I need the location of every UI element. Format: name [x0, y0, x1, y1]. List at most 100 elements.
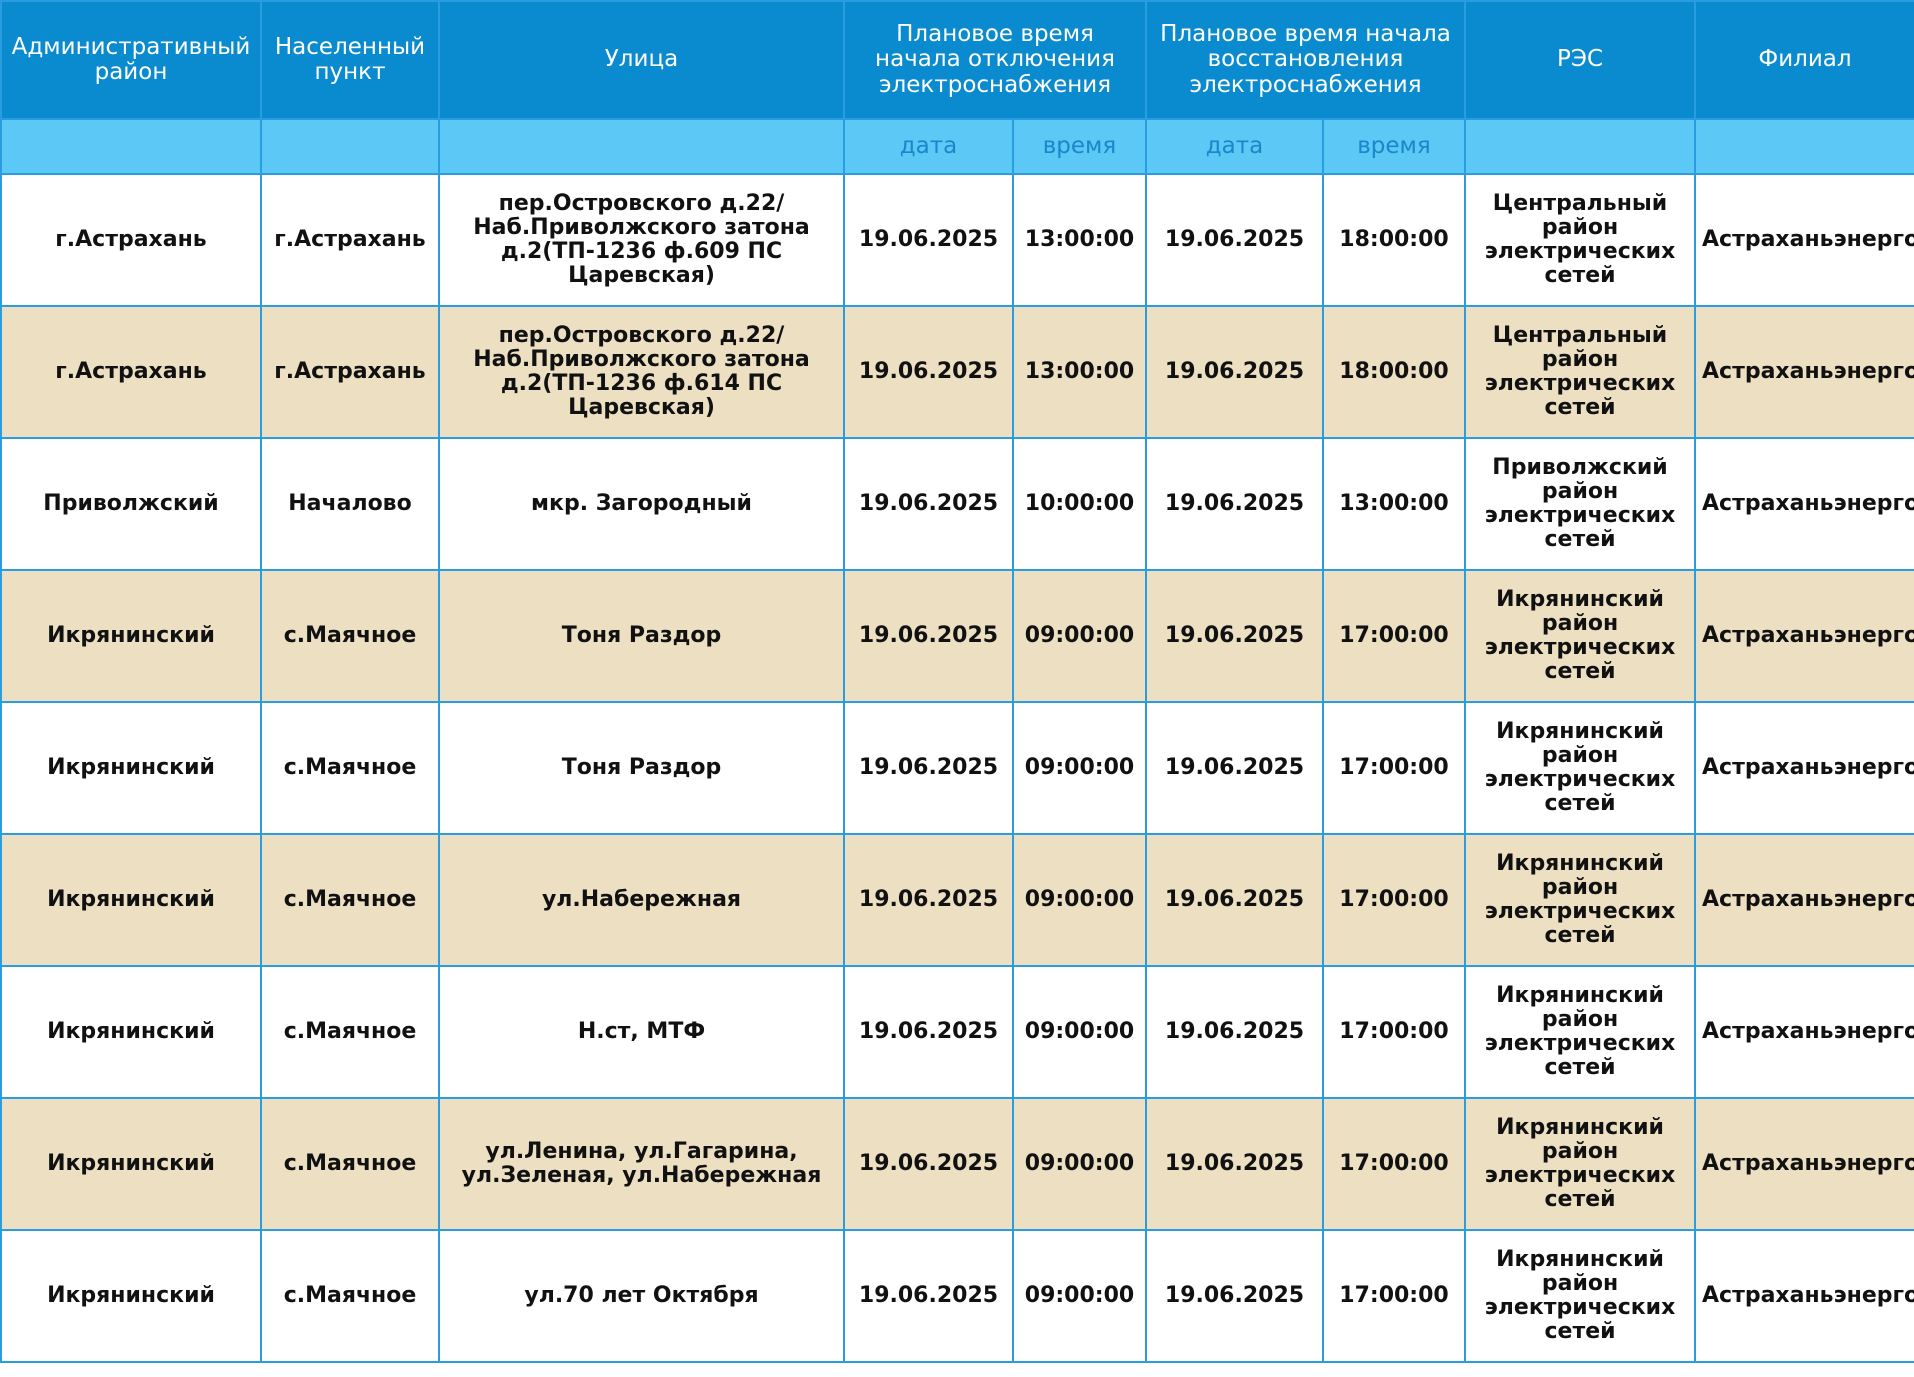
table-cell: 09:00:00	[1012, 569, 1147, 703]
table-cell: 17:00:00	[1321, 965, 1467, 1099]
table-cell: пер.Островского д.22/ Наб.Приволжского з…	[438, 173, 845, 307]
subheader-cell	[260, 118, 440, 175]
table-cell: 19.06.2025	[1145, 1229, 1324, 1363]
table-cell: г.Астрахань	[260, 305, 440, 439]
table-cell: 09:00:00	[1012, 1229, 1147, 1363]
table-cell: 19.06.2025	[843, 965, 1014, 1099]
subheader-cell	[438, 118, 845, 175]
table-cell: Н.ст, МТФ	[438, 965, 845, 1099]
table-cell: 19.06.2025	[1145, 1097, 1324, 1231]
table-cell: 19.06.2025	[843, 1097, 1014, 1231]
table-cell: Икрянинский район электрических сетей	[1464, 1097, 1697, 1231]
table-cell: с.Маячное	[260, 569, 440, 703]
table-cell: 09:00:00	[1012, 1097, 1147, 1231]
header-row: Административный район Населенный пункт …	[0, 0, 1914, 120]
table-cell: Тоня Раздор	[438, 569, 845, 703]
table-row: Икрянинский с.Маячное Тоня Раздор 19.06.202…	[0, 569, 1914, 703]
table-cell: Астраханьэнерго	[1694, 1097, 1914, 1231]
subheader-cell: время	[1321, 118, 1467, 175]
table-cell: Икрянинский район электрических сетей	[1464, 1229, 1697, 1363]
subheader-cell: дата	[1145, 118, 1324, 175]
table-cell: ул.70 лет Октября	[438, 1229, 845, 1363]
table-cell: Астраханьэнерго	[1694, 305, 1914, 439]
table-cell: 19.06.2025	[843, 701, 1014, 835]
table-cell: 19.06.2025	[843, 305, 1014, 439]
table-cell: пер.Островского д.22/ Наб.Приволжского з…	[438, 305, 845, 439]
table-cell: 19.06.2025	[1145, 437, 1324, 571]
table-cell: 18:00:00	[1321, 173, 1467, 307]
table-row: Икрянинский с.Маячное Тоня Раздор 19.06.202…	[0, 701, 1914, 835]
table-cell: Икрянинский	[0, 965, 262, 1099]
table-cell: г.Астрахань	[0, 305, 262, 439]
table-cell: с.Маячное	[260, 1229, 440, 1363]
table-cell: Астраханьэнерго	[1694, 965, 1914, 1099]
table-cell: Астраханьэнерго	[1694, 569, 1914, 703]
header-cell: Плановое время начала отключения электро…	[843, 0, 1147, 120]
table-cell: Икрянинский район электрических сетей	[1464, 701, 1697, 835]
table-cell: с.Маячное	[260, 965, 440, 1099]
table-cell: 17:00:00	[1321, 833, 1467, 967]
table-cell: 17:00:00	[1321, 1097, 1467, 1231]
table-cell: 19.06.2025	[1145, 833, 1324, 967]
header-cell: Плановое время начала восстановления эле…	[1144, 0, 1467, 120]
table-cell: 19.06.2025	[843, 1229, 1014, 1363]
table-cell: 19.06.2025	[1145, 173, 1324, 307]
table-cell: Астраханьэнерго	[1694, 833, 1914, 967]
subheader-cell	[1694, 118, 1914, 175]
table-row: г.Астрахань г.Астрахань пер.Островского д.…	[0, 305, 1914, 439]
subheader-cell	[1464, 118, 1697, 175]
table-cell: с.Маячное	[260, 701, 440, 835]
table-cell: 19.06.2025	[843, 173, 1014, 307]
table-cell: Икрянинский	[0, 1229, 262, 1363]
table-cell: с.Маячное	[260, 1097, 440, 1231]
table-cell: 19.06.2025	[1145, 305, 1324, 439]
table-cell: Астраханьэнерго	[1694, 701, 1914, 835]
subheader-cell: время	[1012, 118, 1147, 175]
table-cell: 18:00:00	[1321, 305, 1467, 439]
table-cell: Астраханьэнерго	[1694, 437, 1914, 571]
table-cell: Центральный район электрических сетей	[1464, 173, 1697, 307]
table-row: Икрянинский с.Маячное Н.ст, МТФ 19.06.2025 0…	[0, 965, 1914, 1099]
table-cell: 19.06.2025	[843, 437, 1014, 571]
table-cell: 13:00:00	[1012, 305, 1147, 439]
table-cell: Икрянинский район электрических сетей	[1464, 569, 1697, 703]
table-cell: 10:00:00	[1012, 437, 1147, 571]
table-body: г.Астрахань г.Астрахань пер.Островского д.…	[0, 173, 1914, 1363]
table-cell: 19.06.2025	[1145, 569, 1324, 703]
table-cell: 19.06.2025	[1145, 965, 1324, 1099]
table-cell: 19.06.2025	[843, 833, 1014, 967]
table-cell: г.Астрахань	[260, 173, 440, 307]
table-row: Икрянинский с.Маячное ул.Набережная 19.06.2…	[0, 833, 1914, 967]
table-cell: 09:00:00	[1012, 965, 1147, 1099]
table-row: Икрянинский с.Маячное ул.70 лет Октября 19.…	[0, 1229, 1914, 1363]
header-cell: РЭС	[1464, 0, 1697, 120]
table-cell: Тоня Раздор	[438, 701, 845, 835]
table-cell: ул.Ленина, ул.Гагарина, ул.Зеленая, ул.Н…	[438, 1097, 845, 1231]
header-cell: Административный район	[0, 0, 262, 120]
table-cell: Астраханьэнерго	[1694, 173, 1914, 307]
table-cell: Икрянинский	[0, 701, 262, 835]
subheader-cell: дата	[843, 118, 1014, 175]
table-cell: Икрянинский район электрических сетей	[1464, 965, 1697, 1099]
table-cell: Икрянинский район электрических сетей	[1464, 833, 1697, 967]
table-cell: Приволжский	[0, 437, 262, 571]
table-cell: Приволжский район электрических сетей	[1464, 437, 1697, 571]
table-cell: Центральный район электрических сетей	[1464, 305, 1697, 439]
subheader-row: дата время дата время	[0, 118, 1914, 175]
table-cell: Икрянинский	[0, 569, 262, 703]
table-cell: 19.06.2025	[1145, 701, 1324, 835]
table-cell: 13:00:00	[1012, 173, 1147, 307]
table-cell: 17:00:00	[1321, 701, 1467, 835]
table-row: г.Астрахань г.Астрахань пер.Островского д.…	[0, 173, 1914, 307]
header-cell: Улица	[438, 0, 845, 120]
table-row: Икрянинский с.Маячное ул.Ленина, ул.Гагари…	[0, 1097, 1914, 1231]
table-row: Приволжский Началово мкр. Загородный 19.06.…	[0, 437, 1914, 571]
table-cell: Астраханьэнерго	[1694, 1229, 1914, 1363]
table-cell: 13:00:00	[1321, 437, 1467, 571]
table-cell: 17:00:00	[1321, 569, 1467, 703]
table-cell: 09:00:00	[1012, 833, 1147, 967]
table-cell: 19.06.2025	[843, 569, 1014, 703]
